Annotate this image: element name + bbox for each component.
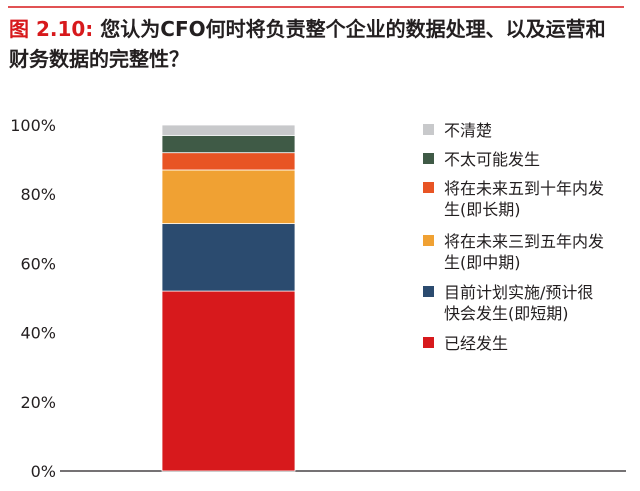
figure-title-text: 您认为CFO何时将负责整个企业的数据处理、以及运营和财务数据的完整性？ [9, 17, 606, 71]
legend-item: 已经发生 [423, 334, 508, 353]
legend-swatch [423, 286, 434, 297]
bar-segment-5 [161, 134, 296, 154]
legend-label: 快会发生(即短期) [444, 304, 569, 323]
legend-label: 目前计划实施/预计很 [444, 283, 593, 302]
bar-segment-3 [161, 169, 296, 225]
y-tick-label: 40% [20, 324, 56, 343]
legend-swatch [423, 235, 434, 246]
y-tick-label: 20% [20, 393, 56, 412]
bar-segment-1 [161, 290, 296, 472]
legend-label: 不太可能发生 [444, 150, 540, 169]
y-tick-label: 0% [31, 462, 56, 481]
legend-label: 已经发生 [444, 334, 508, 353]
bar-segments [161, 124, 296, 472]
legend-label: 生(即中期) [444, 253, 521, 272]
bar-segment-2 [161, 223, 296, 292]
legend-label: 生(即长期) [444, 200, 521, 219]
y-tick-label: 60% [20, 254, 56, 273]
legend-swatch [423, 124, 434, 135]
figure-title: 图 2.10: 您认为CFO何时将负责整个企业的数据处理、以及运营和财务数据的完… [9, 14, 624, 74]
figure-label: 图 2.10: [9, 17, 94, 41]
legend-swatch [423, 182, 434, 193]
legend-swatch [423, 153, 434, 164]
legend-label: 将在未来五到十年内发 [444, 179, 604, 198]
legend-swatch [423, 337, 434, 348]
y-tick-label: 100% [10, 116, 56, 135]
legend-item: 不太可能发生 [423, 150, 540, 169]
legend-label: 将在未来三到五年内发 [444, 232, 604, 251]
bar-segment-6 [161, 124, 296, 136]
legend-item: 不清楚 [423, 121, 492, 140]
legend-label: 不清楚 [444, 121, 492, 140]
y-tick-label: 80% [20, 185, 56, 204]
bar-segment-4 [161, 152, 296, 171]
y-axis: 0% 20% 40% 60% 80% 100% [10, 116, 626, 481]
